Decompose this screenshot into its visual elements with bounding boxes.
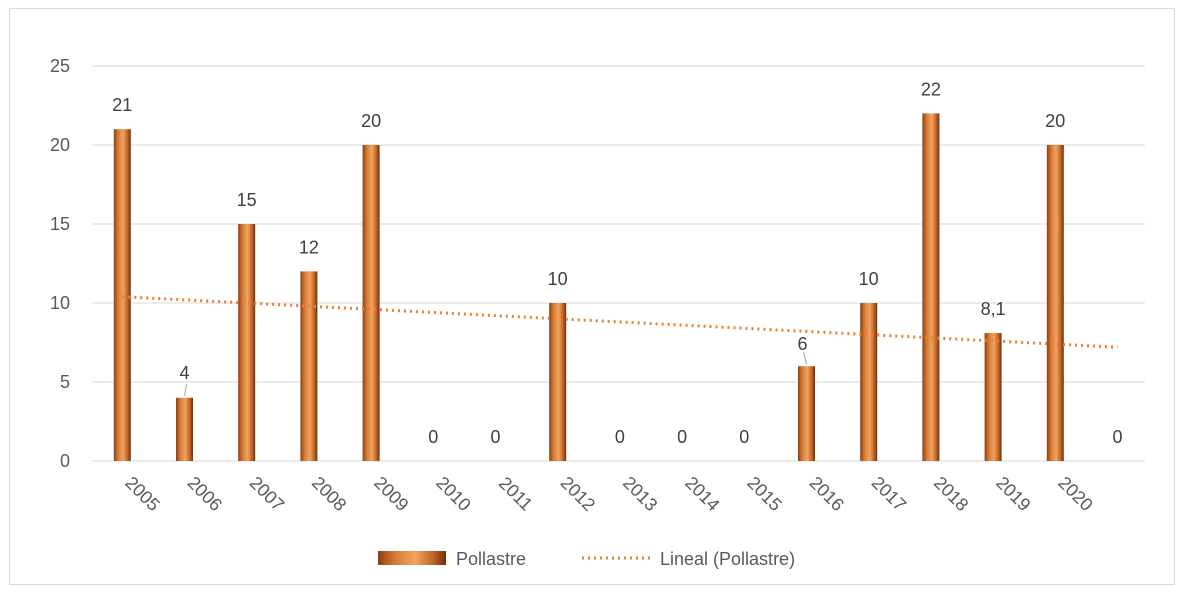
legend-label-trendline: Lineal (Pollastre)	[660, 549, 795, 569]
x-tick-label: 2005	[121, 473, 163, 515]
x-tick-label: 2012	[557, 473, 599, 515]
x-tick-label: 2011	[495, 473, 537, 515]
y-tick-label: 25	[50, 56, 70, 76]
data-label: 8,1	[981, 299, 1006, 319]
trendline	[122, 295, 1118, 349]
bar	[113, 129, 131, 461]
data-label: 0	[677, 427, 687, 447]
y-tick-label: 0	[60, 451, 70, 471]
data-label: 10	[859, 269, 879, 289]
data-label: 22	[921, 79, 941, 99]
data-label: 10	[548, 269, 568, 289]
x-tick-label: 2018	[930, 473, 972, 515]
data-label: 6	[797, 334, 807, 354]
x-tick-label: 2020	[1054, 473, 1096, 515]
label-leader-line	[184, 383, 187, 396]
x-axis-ticks: 2005 2006 2007 2008 2009 2010 2011 2012 2013 2014…	[121, 473, 1096, 515]
legend-label-pollastre: Pollastre	[456, 549, 526, 569]
data-label: 20	[361, 111, 381, 131]
x-tick-label: 2010	[432, 473, 474, 515]
x-tick-label: 2017	[868, 473, 910, 515]
bar	[362, 145, 380, 461]
data-label: 0	[615, 427, 625, 447]
data-label: 0	[428, 427, 438, 447]
x-tick-label: 2006	[184, 473, 226, 515]
bar	[922, 113, 940, 462]
y-tick-label: 15	[50, 214, 70, 234]
bar	[798, 366, 815, 461]
x-tick-label: 2016	[806, 473, 848, 515]
bar	[300, 271, 318, 461]
bar	[549, 303, 567, 461]
bar	[176, 397, 193, 461]
y-tick-label: 10	[50, 293, 70, 313]
x-tick-label: 2013	[619, 473, 661, 515]
y-axis-ticks: 0 5 10 15 20 25	[50, 56, 70, 471]
legend: Pollastre Lineal (Pollastre)	[378, 549, 795, 569]
label-leader-line	[803, 352, 807, 365]
bar	[1046, 145, 1064, 461]
bar	[238, 224, 256, 461]
data-label: 0	[490, 427, 500, 447]
x-tick-label: 2008	[308, 473, 350, 515]
y-tick-label: 5	[60, 372, 70, 392]
x-tick-label: 2009	[370, 473, 412, 515]
data-labels: 21 4 15 12 20 0 0 10 0 0 0 6 10 22 8,1 20 0	[112, 79, 1122, 447]
data-label: 21	[112, 95, 132, 115]
data-label: 0	[1112, 427, 1122, 447]
bar	[860, 303, 878, 461]
bars	[113, 113, 1064, 462]
data-label: 4	[179, 363, 189, 383]
x-tick-label: 2019	[992, 473, 1034, 515]
chart-frame	[9, 8, 1175, 585]
x-tick-label: 2015	[743, 473, 785, 515]
trendline-layer	[122, 295, 1118, 349]
data-label: 15	[237, 190, 257, 210]
x-tick-label: 2014	[681, 473, 723, 515]
data-label: 12	[299, 237, 319, 257]
legend-swatch-pollastre	[378, 551, 446, 565]
bar	[984, 333, 1002, 461]
data-label: 0	[739, 427, 749, 447]
x-tick-label: 2007	[246, 473, 288, 515]
data-label: 20	[1045, 111, 1065, 131]
y-tick-label: 20	[50, 135, 70, 155]
